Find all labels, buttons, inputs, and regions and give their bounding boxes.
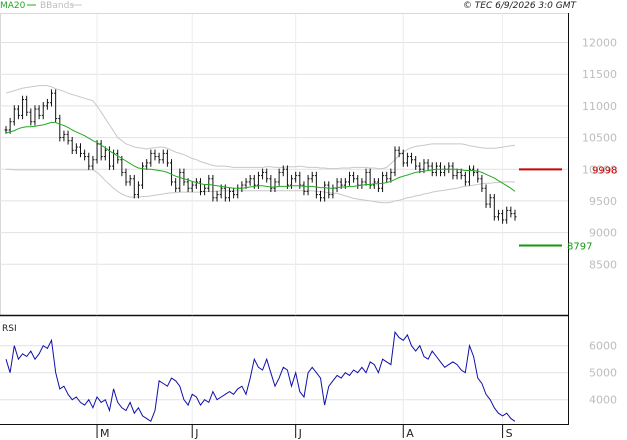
price-ytick-label: 10000 (582, 163, 617, 176)
price-bars (4, 89, 517, 224)
price-ytick-label: 8500 (589, 258, 617, 271)
rsi-line (5, 330, 516, 423)
price-ytick-label: 9500 (589, 195, 617, 208)
price-ytick-label: 10500 (582, 132, 617, 145)
rsi-ytick-label: 6000 (589, 340, 617, 353)
rsi-grid: 6000 5000 4000 (0, 316, 617, 424)
resistance-level-label: 9998 (592, 165, 617, 176)
price-ytick-label: 9000 (589, 227, 617, 240)
rsi-panel-title: RSI (2, 324, 17, 334)
ma20-line (5, 121, 516, 192)
price-ytick-label: 12000 (582, 37, 617, 50)
x-axis-label: J (298, 427, 302, 440)
bb-upper-line (5, 85, 516, 170)
x-axis-label: M (100, 427, 110, 440)
legend-ma-label: MA20 (0, 1, 26, 11)
rsi-line-group (5, 330, 516, 423)
price-panel-frame (0, 13, 569, 316)
legend-bb-label: BBands (40, 1, 74, 11)
chart-header-title: © TEC 6/9/2026 3:0 GMT (463, 1, 578, 11)
x-axis-label: J (194, 427, 198, 440)
x-axis-label: S (506, 427, 513, 440)
rsi-ytick-label: 5000 (589, 367, 617, 380)
support-level-label: 8797 (567, 241, 592, 252)
level-lines: 9998 8797 (519, 165, 617, 252)
price-ytick-label: 11500 (582, 68, 617, 81)
bollinger-bands (5, 85, 516, 204)
ma20-line-group (5, 121, 516, 192)
rsi-ytick-label: 4000 (589, 394, 617, 407)
bb-lower-line (6, 168, 515, 204)
x-axis-label: A (406, 427, 414, 440)
price-ytick-label: 11000 (582, 100, 617, 113)
